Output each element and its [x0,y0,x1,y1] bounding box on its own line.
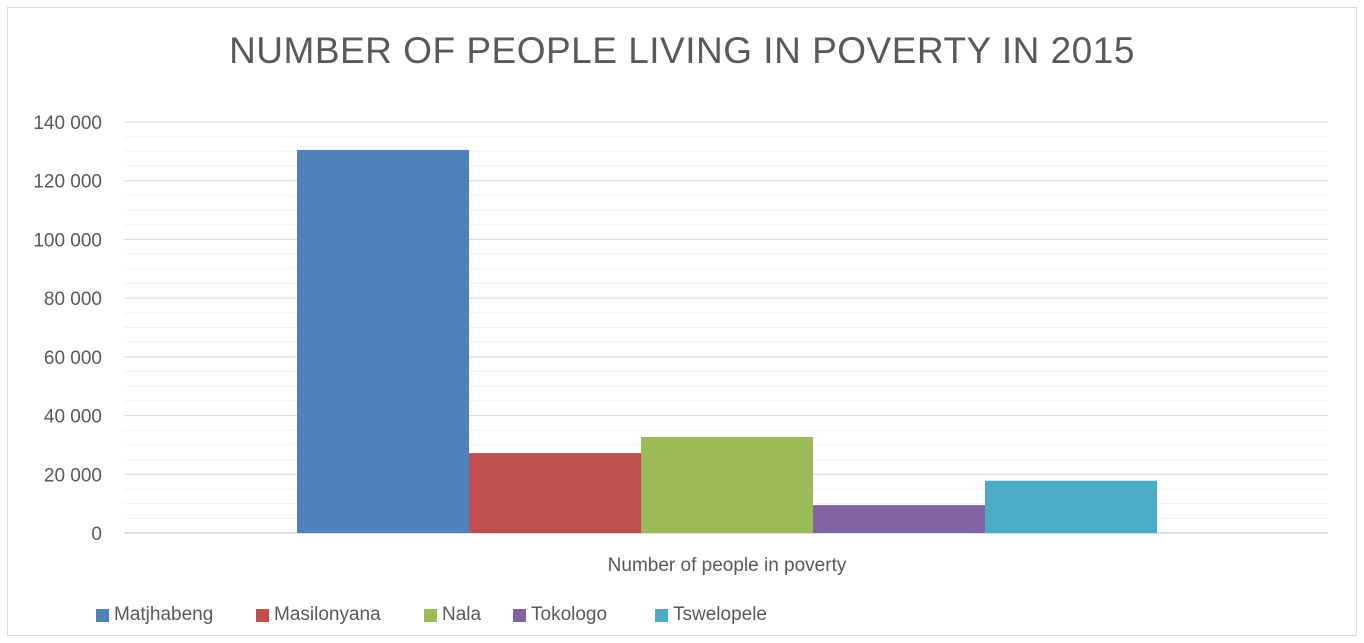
legend-swatch [96,608,109,622]
bar-nala [641,437,813,533]
legend-swatch [424,608,437,622]
chart-title: NUMBER OF PEOPLE LIVING IN POVERTY IN 20… [229,30,1135,71]
bar-masilonyana [469,453,641,533]
legend-label: Masilonyana [274,604,381,625]
chart-legend: Matjhabeng Masilonyana Nala Tokologo Tswelop… [0,604,1364,630]
legend-label: Matjhabeng [114,604,214,625]
y-tick-label: 140 000 [33,113,102,134]
legend-label: Nala [442,604,482,625]
y-tick-label: 120 000 [33,172,102,193]
legend-swatch [513,608,526,622]
bar-matjhabeng [297,149,469,533]
legend-label: Tokologo [531,604,608,625]
y-tick-label: 40 000 [44,407,102,428]
legend-item-matjhabeng: Matjhabeng [96,604,213,626]
bar-tokologo [813,505,985,533]
legend-item-tswelopele: Tswelopele [655,604,767,626]
bar-tswelopele [985,480,1157,533]
legend-label: Tswelopele [673,604,767,625]
legend-swatch [256,608,269,622]
y-tick-label: 0 [91,524,102,545]
y-tick-label: 60 000 [44,348,102,369]
legend-item-nala: Nala [424,604,481,626]
x-category-label: Number of people in poverty [608,555,847,576]
y-tick-label: 100 000 [33,230,102,251]
legend-item-tokologo: Tokologo [513,604,607,626]
legend-swatch [655,608,668,622]
y-tick-label: 20 000 [44,465,102,486]
legend-item-masilonyana: Masilonyana [256,604,381,626]
y-tick-label: 80 000 [44,289,102,310]
